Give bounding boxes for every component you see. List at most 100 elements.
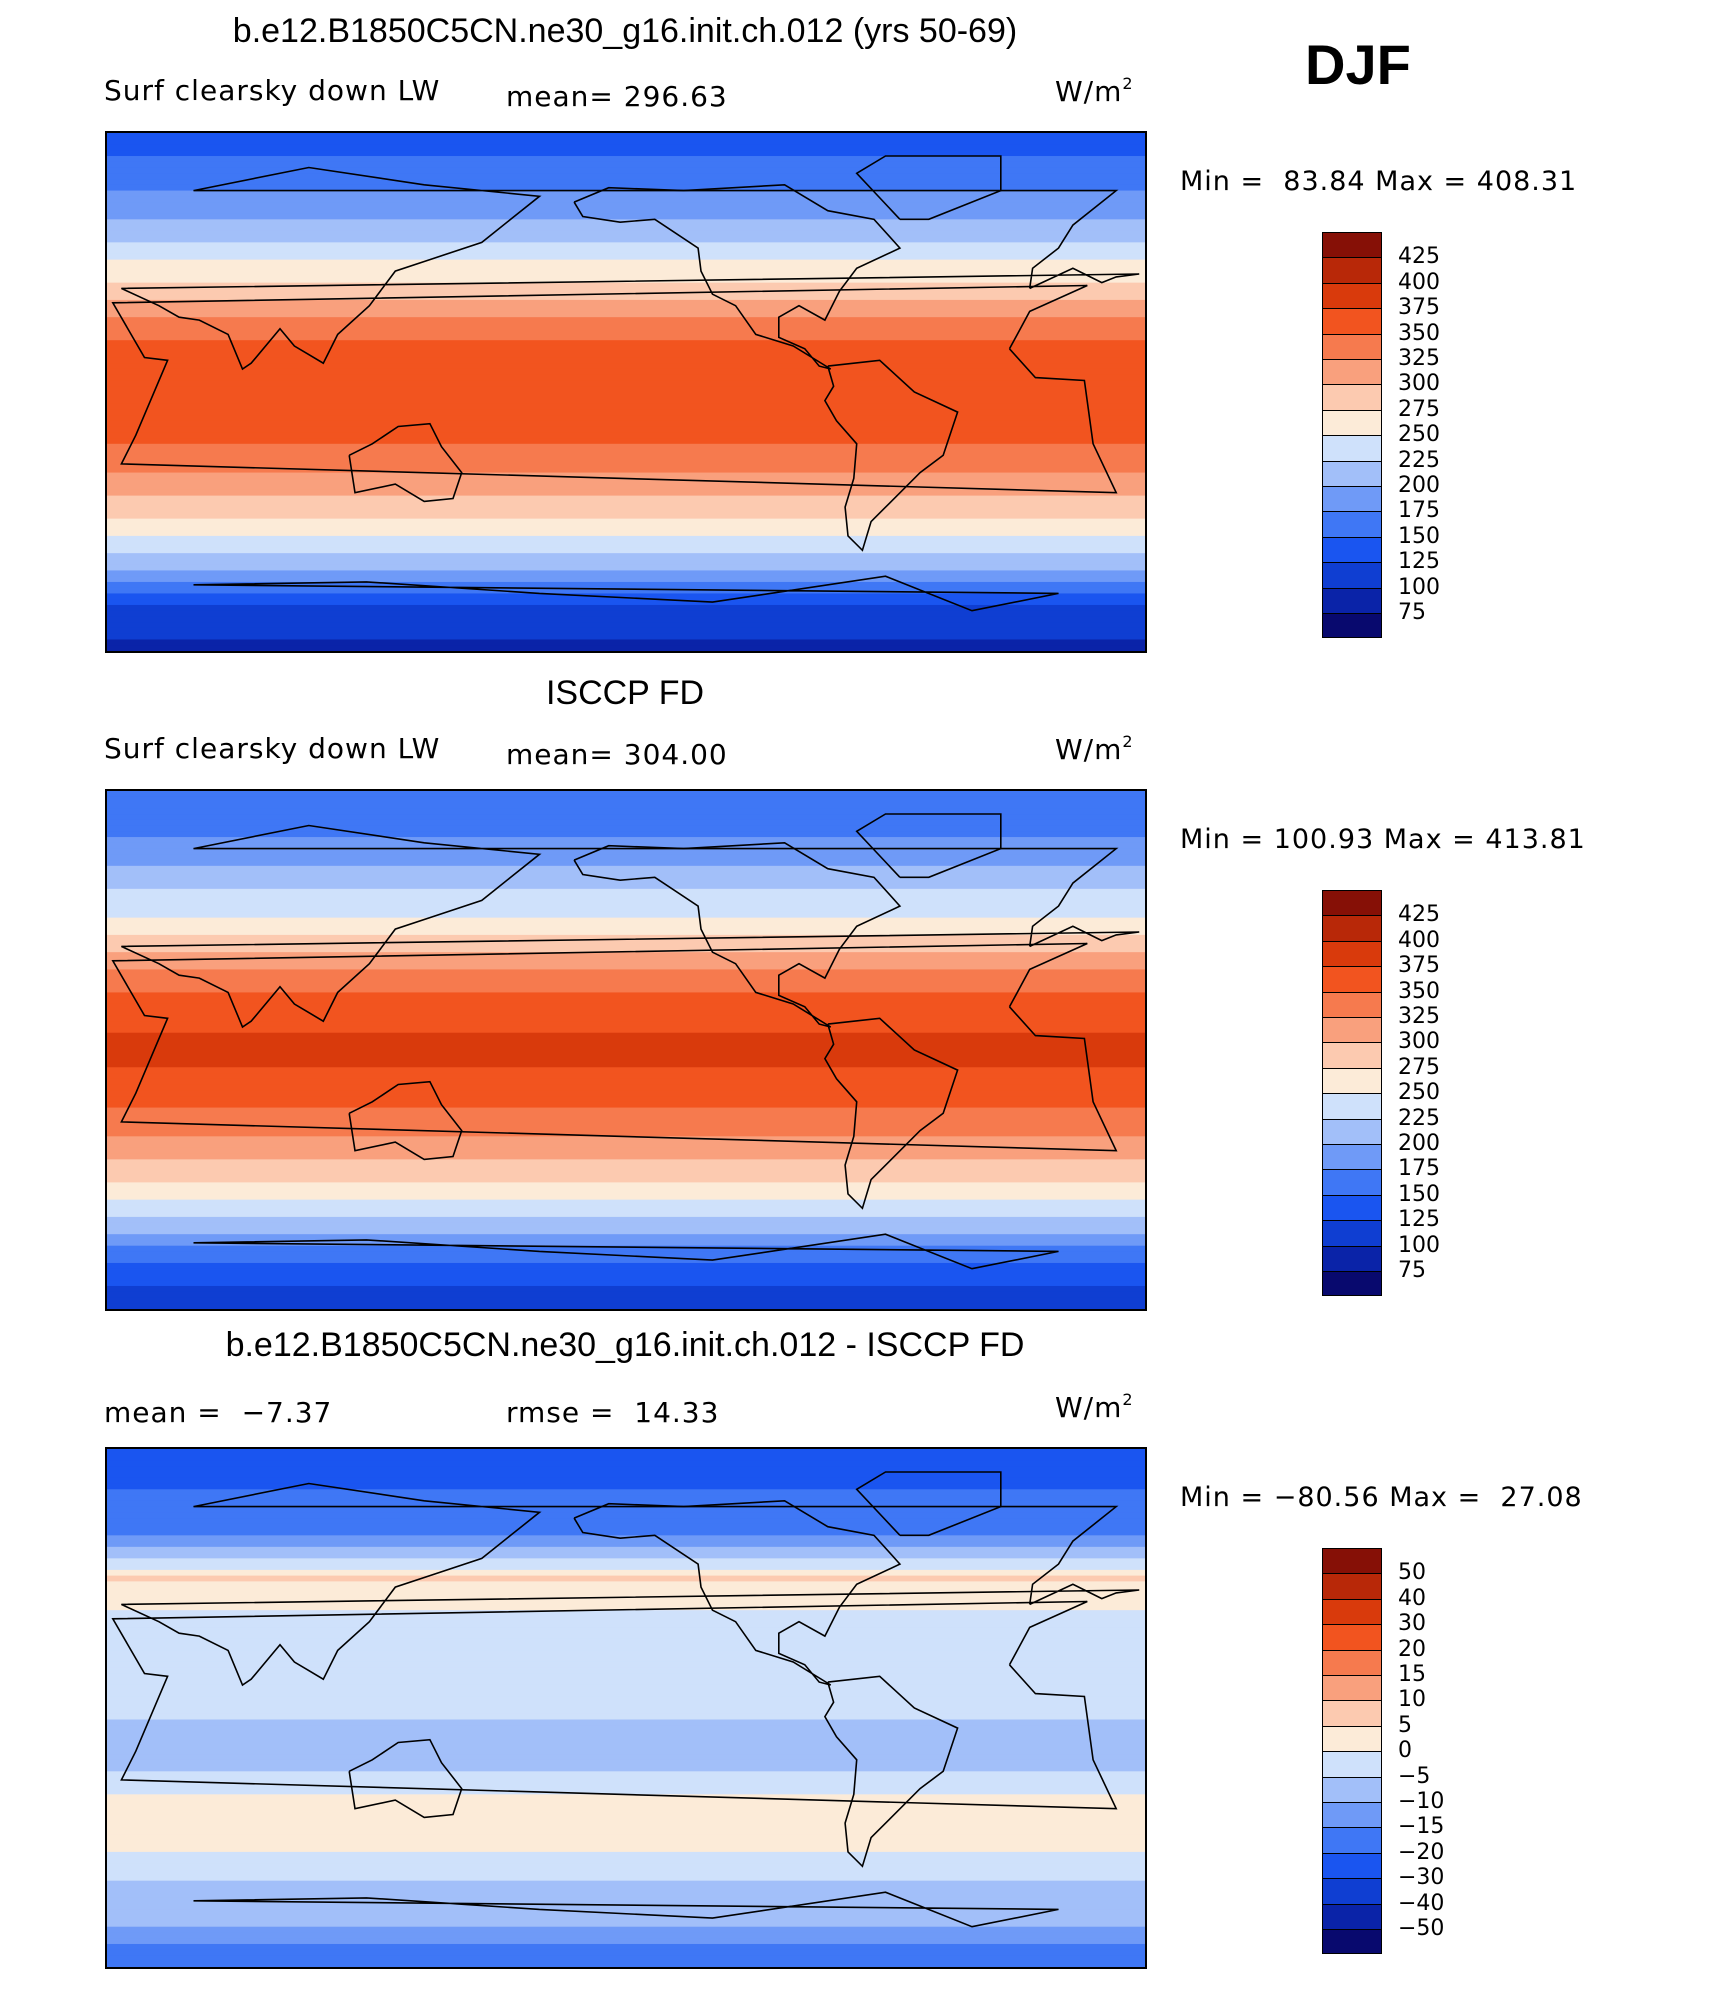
zonal-band	[107, 1211, 1145, 1218]
zonal-band	[107, 1489, 1145, 1496]
zonal-band	[107, 1073, 1145, 1080]
zonal-band	[107, 1610, 1145, 1617]
colorbar-swatch	[1322, 308, 1382, 334]
colorbar-swatch	[1322, 562, 1382, 588]
zonal-band	[107, 1736, 1145, 1744]
colorbar-tick-label: 250	[1398, 1080, 1440, 1106]
zonal-band	[107, 581, 1145, 589]
units-label: W/m2	[1055, 1390, 1134, 1424]
zonal-band	[107, 1938, 1145, 1945]
zonal-band	[107, 409, 1145, 416]
colorbar-tick-label: 300	[1398, 1029, 1440, 1055]
colorbar-tick-label: 0	[1398, 1738, 1412, 1764]
colorbar-swatch	[1322, 1598, 1382, 1625]
map-diff	[105, 1447, 1147, 1969]
colorbar-swatch	[1322, 359, 1382, 385]
coastline	[823, 1675, 959, 1868]
zonal-band	[107, 449, 1145, 456]
zonal-band	[107, 1569, 1145, 1577]
colorbar-swatch	[1322, 333, 1382, 359]
zonal-band	[107, 1961, 1145, 1967]
zonal-band	[107, 1449, 1145, 1456]
coastline	[823, 359, 959, 552]
zonal-band	[107, 1477, 1145, 1485]
zonal-band	[107, 1518, 1145, 1525]
zonal-band	[107, 507, 1145, 514]
zonal-band	[107, 1777, 1145, 1784]
zonal-band	[107, 541, 1145, 548]
zonal-band	[107, 1205, 1145, 1212]
zonal-band	[107, 593, 1145, 600]
zonal-band	[107, 207, 1145, 215]
zonal-band	[107, 518, 1145, 525]
zonal-band	[107, 340, 1145, 347]
zonal-band	[107, 1472, 1145, 1479]
zonal-band	[107, 825, 1145, 832]
zonal-band	[107, 397, 1145, 405]
zonal-band	[107, 854, 1145, 861]
zonal-band	[107, 1742, 1145, 1749]
colorbar-tick-label: −5	[1398, 1763, 1431, 1789]
zonal-band	[107, 871, 1145, 878]
zonal-band	[107, 1188, 1145, 1195]
coastline	[855, 155, 1002, 221]
colorbar-swatch	[1322, 1878, 1382, 1904]
zonal-band	[107, 317, 1145, 324]
zonal-band	[107, 1863, 1145, 1870]
zonal-band	[107, 1598, 1145, 1605]
zonal-band	[107, 1009, 1145, 1017]
map-model	[105, 131, 1147, 653]
zonal-band	[107, 1251, 1145, 1258]
zonal-band	[107, 334, 1145, 341]
zonal-band	[107, 501, 1145, 508]
zonal-band	[107, 1216, 1145, 1224]
zonal-band	[107, 1268, 1145, 1276]
zonal-band	[107, 1262, 1145, 1270]
zonal-band	[107, 587, 1145, 595]
colorbar-swatch	[1322, 232, 1382, 258]
zonal-band	[107, 1454, 1145, 1462]
zonal-band	[107, 1483, 1145, 1490]
coastline	[573, 1499, 902, 1686]
zonal-band	[107, 1897, 1145, 1905]
zonal-band	[107, 553, 1145, 560]
zonal-band	[107, 998, 1145, 1005]
rmse-label: rmse = 14.33	[506, 1396, 720, 1429]
zonal-band	[107, 512, 1145, 520]
zonal-band	[107, 1552, 1145, 1559]
zonal-band	[107, 1199, 1145, 1206]
zonal-band	[107, 888, 1145, 896]
zonal-band	[107, 167, 1145, 174]
zonal-band	[107, 133, 1145, 140]
zonal-band	[107, 627, 1145, 635]
zonal-band	[107, 1754, 1145, 1761]
zonal-band	[107, 1949, 1145, 1957]
zonal-band	[107, 1119, 1145, 1126]
zonal-band	[107, 1915, 1145, 1922]
colorbar-swatch	[1322, 1573, 1382, 1599]
zonal-band	[107, 374, 1145, 382]
zonal-band	[107, 1708, 1145, 1715]
zonal-band	[107, 1245, 1145, 1253]
zonal-band	[107, 1874, 1145, 1882]
zonal-band	[107, 380, 1145, 387]
zonal-band	[107, 639, 1145, 646]
zonal-band	[107, 386, 1145, 393]
units-label: W/m2	[1055, 74, 1134, 108]
variable-label: Surf clearsky down LW	[104, 74, 441, 107]
zonal-band	[107, 633, 1145, 641]
colorbar-swatch	[1322, 1548, 1382, 1574]
zonal-band	[107, 1090, 1145, 1097]
zonal-band	[107, 1846, 1145, 1853]
zonal-band	[107, 1193, 1145, 1201]
colorbar: 425 400 375 350 325 300 275 250 225 200 175 150 125 1…	[1322, 890, 1440, 1297]
zonal-band	[107, 230, 1145, 238]
colorbar-tick-label: 400	[1398, 927, 1440, 953]
zonal-band	[107, 1656, 1145, 1663]
colorbar-tick-label: 200	[1398, 1131, 1440, 1156]
colorbar-swatch	[1322, 257, 1382, 283]
zonal-band	[107, 1782, 1145, 1790]
coastline	[121, 166, 1140, 371]
colorbar-tick-label: 325	[1398, 346, 1440, 371]
zonal-band	[107, 1021, 1145, 1028]
